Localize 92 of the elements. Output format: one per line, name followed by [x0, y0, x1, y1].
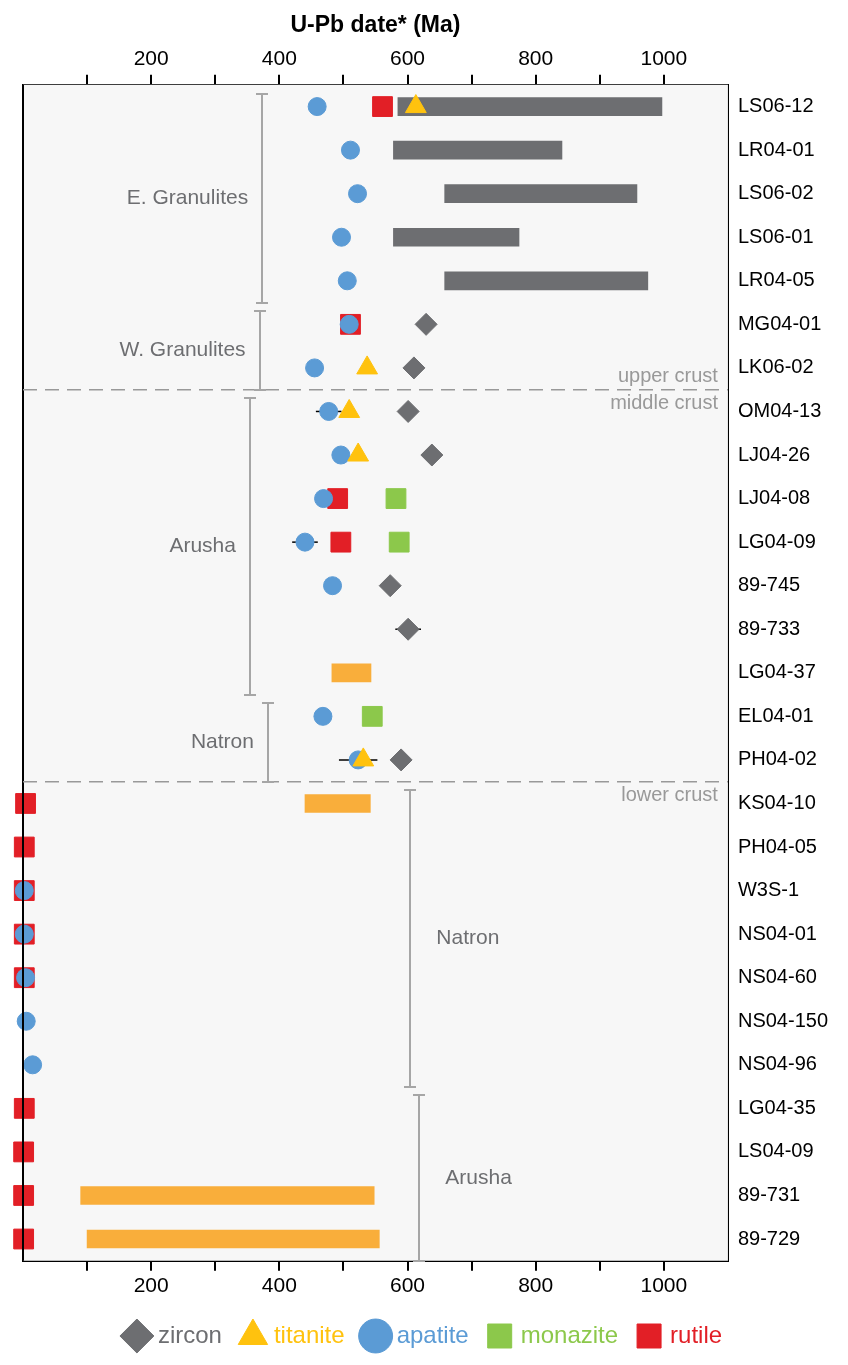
x2-axis-title: U-Pb date* (Ma)	[290, 11, 461, 38]
band-label: upper crust	[617, 364, 719, 387]
band-label: lower crust	[621, 783, 719, 806]
y-tick-label: 89-745	[737, 573, 801, 596]
y-tick-label: LS06-02	[737, 181, 814, 204]
y-tick-label: LR04-05	[737, 268, 815, 291]
y-tick-label: PH04-05	[737, 834, 817, 857]
point	[396, 399, 420, 423]
point	[389, 748, 413, 772]
annotation: Natron	[436, 925, 500, 949]
y-tick-label: NS04-96	[737, 1052, 817, 1075]
point	[307, 97, 327, 117]
band-label: middle crust	[610, 391, 719, 414]
y-tick-label: PH04-02	[737, 747, 817, 770]
y-tick-label: LS04-09	[737, 1139, 814, 1162]
point	[372, 96, 393, 117]
point	[340, 140, 360, 160]
legend-label: zircon	[157, 1320, 222, 1348]
y-tick-label: KS04-10	[737, 790, 816, 813]
x-tick-label: 800	[518, 1273, 554, 1297]
point	[319, 401, 339, 421]
y-tick-label: LR04-01	[737, 137, 815, 160]
x-tick-label: 600	[389, 1273, 426, 1297]
y-tick-label: OM04-13	[737, 398, 822, 421]
annotation: E. Granulites	[126, 184, 249, 208]
legend-label: apatite	[396, 1320, 469, 1348]
point	[361, 705, 383, 727]
point	[305, 358, 325, 378]
y-tick-label: LS06-12	[737, 94, 814, 117]
point	[332, 227, 352, 247]
y-tick-label: LG04-37	[737, 660, 816, 683]
point	[420, 443, 444, 467]
point	[323, 576, 343, 596]
y-tick-label: LG04-09	[737, 529, 816, 552]
point	[295, 532, 315, 552]
point	[13, 836, 35, 858]
point	[337, 271, 357, 291]
y-tick-label: 89-733	[737, 616, 801, 639]
y-tick-label: LG04-35	[737, 1095, 816, 1118]
bar	[331, 663, 372, 683]
legend-label: monazite	[520, 1320, 619, 1348]
point	[13, 1185, 35, 1206]
point	[13, 1228, 35, 1250]
point	[385, 488, 407, 509]
bar	[80, 1186, 375, 1205]
bar	[393, 227, 520, 247]
point	[331, 445, 351, 465]
x2-tick-label: 800	[518, 46, 554, 69]
point	[13, 1097, 35, 1119]
y-tick-label: LK06-02	[737, 355, 814, 378]
x-tick-label: 200	[133, 1273, 169, 1297]
point	[396, 617, 420, 641]
point	[348, 184, 368, 204]
point	[378, 574, 402, 598]
legend-label: rutile	[670, 1320, 723, 1348]
y-tick-label: LJ04-26	[737, 442, 811, 465]
bar	[444, 184, 638, 204]
x2-tick-label: 1000	[640, 46, 688, 69]
point	[388, 531, 410, 553]
y-tick-label: W3S-1	[737, 878, 800, 901]
point	[15, 793, 36, 814]
point	[414, 312, 438, 336]
annotation: Natron	[190, 729, 254, 753]
y-tick-label: LJ04-08	[737, 486, 811, 509]
point	[314, 489, 334, 509]
legend-label: titanite	[273, 1320, 345, 1348]
point	[13, 1141, 35, 1163]
point	[330, 531, 352, 553]
y-tick-label: NS04-150	[737, 1008, 828, 1031]
y-tick-label: EL04-01	[737, 703, 814, 726]
x2-tick-label: 200	[133, 46, 169, 69]
y-tick-label: 89-729	[737, 1226, 801, 1249]
annotation: Arusha	[445, 1164, 513, 1188]
bar	[86, 1229, 380, 1249]
y-tick-label: MG04-01	[737, 311, 822, 334]
y-tick-label: NS04-01	[737, 921, 817, 944]
y-tick-label: NS04-60	[737, 965, 817, 988]
point	[313, 706, 333, 726]
y-tick-label: 89-731	[737, 1182, 801, 1205]
annotation: Arusha	[169, 533, 237, 557]
bar	[444, 271, 649, 291]
bar	[393, 140, 563, 160]
annotation: W. Granulites	[119, 337, 246, 361]
bar	[304, 794, 371, 813]
x2-tick-label: 400	[261, 46, 297, 69]
bar	[397, 97, 663, 116]
x-tick-label: 400	[261, 1273, 297, 1297]
y-tick-label: LS06-01	[737, 224, 814, 247]
point	[402, 356, 426, 380]
x-tick-label: 1000	[640, 1273, 688, 1297]
x2-tick-label: 600	[389, 46, 426, 69]
point	[23, 1055, 43, 1075]
